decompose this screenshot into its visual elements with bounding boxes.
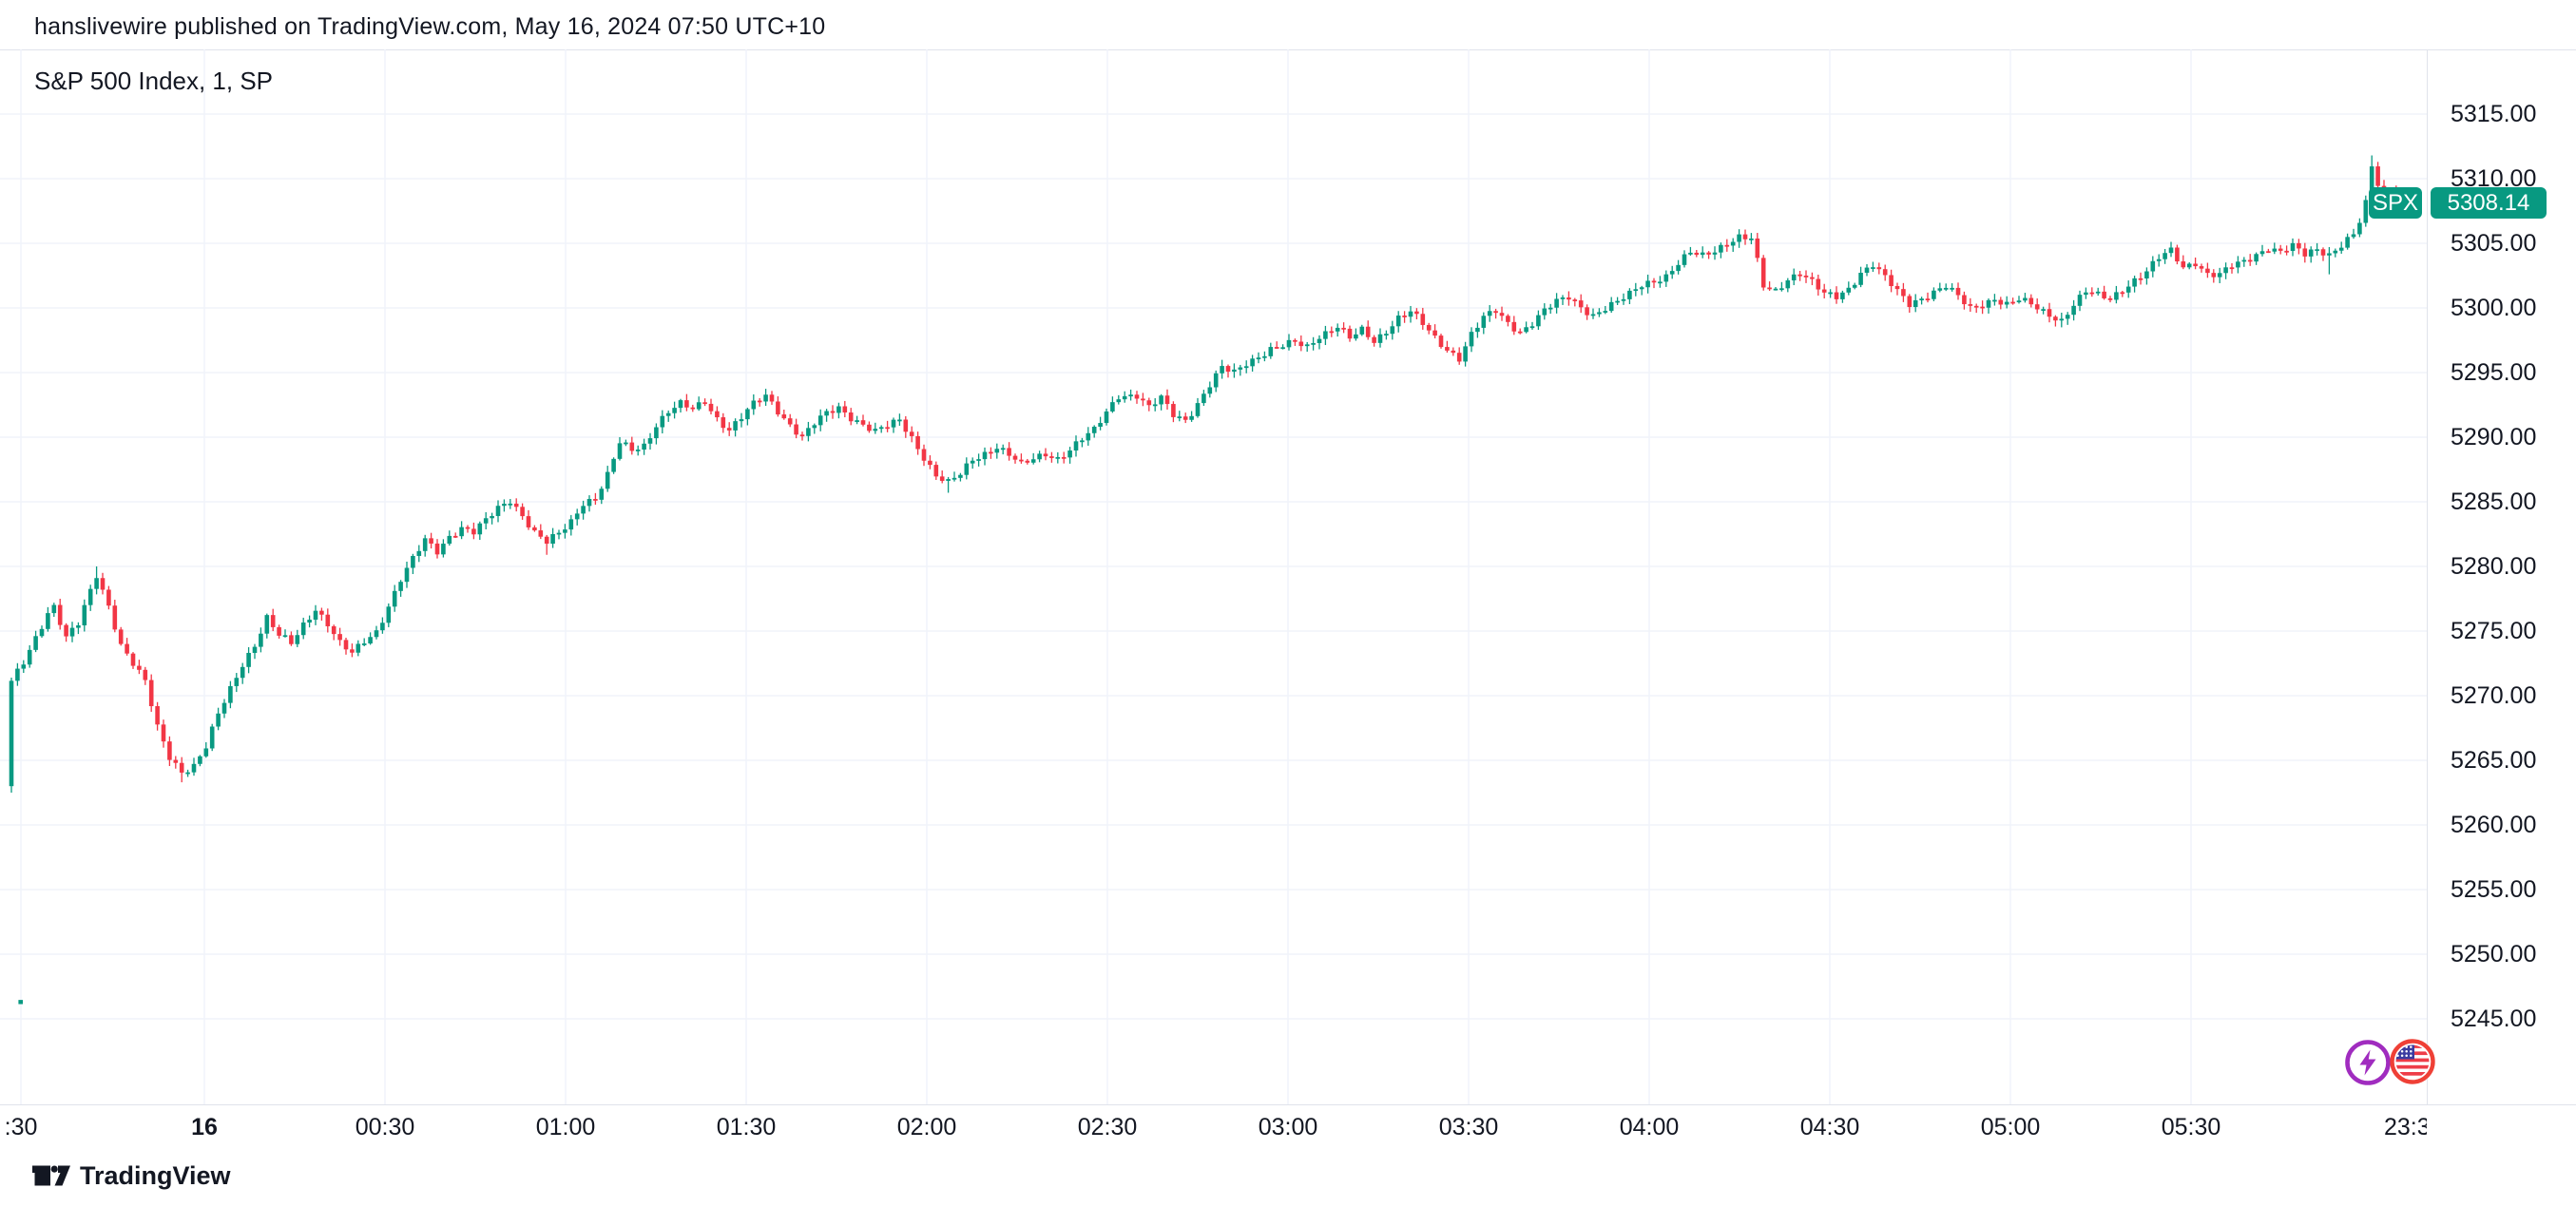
idea-marker-icons[interactable] — [2344, 1038, 2439, 1089]
time-tick-label: 03:30 — [1438, 1114, 1499, 1140]
time-tick-label: 04:30 — [1799, 1114, 1860, 1140]
symbol-badge: SPX — [2369, 186, 2422, 219]
chart-legend[interactable]: S&P 500 Index, 1, SP — [34, 67, 274, 95]
price-tick-label: 5300.00 — [2451, 295, 2537, 321]
price-tick-label: 5260.00 — [2451, 812, 2537, 838]
time-tick-label: 05:30 — [2161, 1114, 2221, 1140]
last-price-badge: 5308.14 — [2431, 186, 2547, 219]
tradingview-logo-icon — [32, 1165, 70, 1185]
time-tick-label: 05:00 — [1980, 1114, 2041, 1140]
time-tick-label: 02:30 — [1077, 1114, 1138, 1140]
time-tick-label: 16 — [191, 1114, 218, 1140]
tradingview-brand-text: TradingView — [80, 1160, 231, 1190]
time-tick-label: 00:30 — [355, 1114, 415, 1140]
attribution-text: hanslivewire published on TradingView.co… — [34, 13, 826, 40]
lightning-icon[interactable] — [2345, 1040, 2391, 1085]
time-tick-label: 04:00 — [1619, 1114, 1680, 1140]
time-tick-label: 03:00 — [1258, 1114, 1318, 1140]
tradingview-footer-link[interactable]: TradingView — [32, 1161, 231, 1190]
price-tick-label: 5275.00 — [2451, 618, 2537, 644]
price-tick-label: 5245.00 — [2451, 1006, 2537, 1032]
time-tick-label: 02:00 — [896, 1114, 957, 1140]
price-axis[interactable]: 5315.00 5310.00 5305.00 5300.00 5295.00 5290.… — [2427, 49, 2576, 1104]
price-tick-label: 5250.00 — [2451, 941, 2537, 968]
price-tick-label: 5315.00 — [2451, 101, 2537, 127]
us-flag-icon[interactable] — [2390, 1039, 2435, 1084]
time-axis[interactable]: :30 16 00:30 01:00 01:30 02:00 02:30 03:00 03:30… — [0, 1104, 2427, 1146]
time-tick-label: 23:30 — [2384, 1114, 2427, 1140]
price-axis-border — [2427, 49, 2428, 1104]
price-tick-label: 5305.00 — [2451, 230, 2537, 257]
price-tick-label: 5270.00 — [2451, 682, 2537, 709]
time-tick-label: 01:30 — [716, 1114, 777, 1140]
time-axis-border — [0, 1104, 2576, 1105]
price-tick-label: 5265.00 — [2451, 747, 2537, 774]
price-tick-label: 5285.00 — [2451, 489, 2537, 515]
price-tick-label: 5290.00 — [2451, 424, 2537, 450]
price-tick-label: 5280.00 — [2451, 553, 2537, 580]
time-tick-label: 01:00 — [535, 1114, 596, 1140]
price-tick-label: 5295.00 — [2451, 359, 2537, 386]
price-tick-label: 5255.00 — [2451, 876, 2537, 903]
candlestick-chart[interactable] — [0, 49, 2427, 1104]
time-tick-label: :30 — [4, 1114, 38, 1140]
